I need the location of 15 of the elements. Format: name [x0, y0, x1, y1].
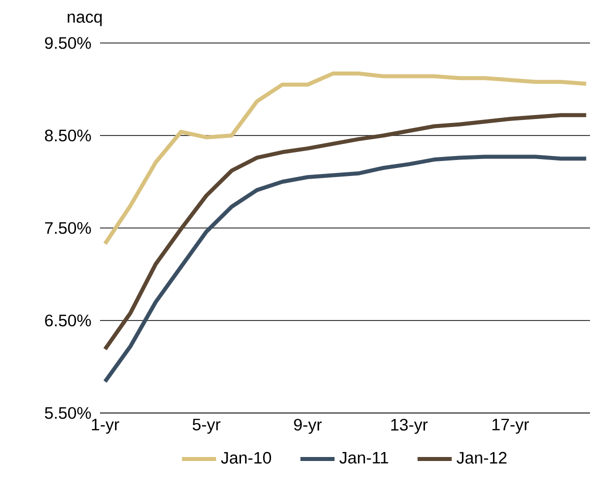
x-tick-label: 5-yr — [192, 418, 220, 434]
y-tick-label: 7.50% — [45, 222, 91, 234]
line-series — [103, 113, 588, 352]
x-tick-label: 9-yr — [294, 418, 322, 434]
legend-label: Jan-10 — [221, 452, 272, 464]
y-tick-label: 9.50% — [45, 37, 91, 49]
x-tick-label: 13-yr — [391, 418, 428, 434]
y-axis-title: nacq — [68, 14, 102, 26]
x-tick-label: 17-yr — [492, 418, 529, 434]
legend-label: Jan-12 — [456, 452, 507, 464]
y-tick-label: 6.50% — [45, 314, 91, 326]
legend-label: Jan-11 — [339, 452, 388, 464]
x-tick-label: 1-yr — [92, 418, 120, 434]
y-tick-label: 8.50% — [44, 130, 91, 142]
y-tick-label: 5.50% — [44, 407, 91, 419]
